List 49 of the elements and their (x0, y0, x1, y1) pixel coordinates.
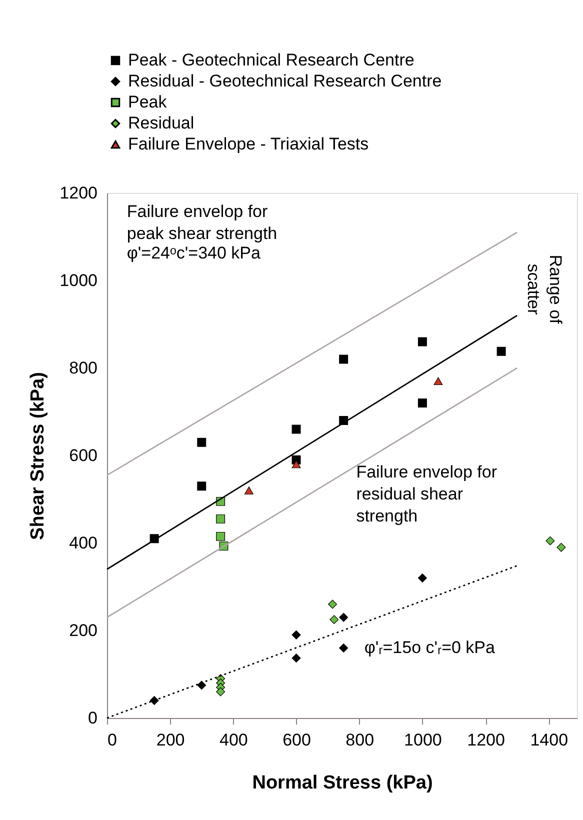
point (292, 630, 301, 640)
annotation: φ'=24ᵒc'=340 kPa (126, 244, 261, 262)
point (496, 346, 506, 356)
x-tick-label: 1400 (530, 730, 568, 750)
point (418, 337, 427, 346)
x-tick-label: 1000 (404, 730, 442, 750)
y-tick-label: 600 (69, 446, 98, 465)
x-tick-label: 1200 (467, 730, 505, 750)
annotation: Failure envelop for residual shear strength (356, 462, 498, 526)
y-tick-label: 200 (69, 621, 98, 640)
point (216, 687, 226, 696)
y-tick-label: 1000 (60, 271, 98, 290)
point (292, 424, 301, 434)
y-tick-label: 1200 (60, 184, 98, 202)
y-tick-label: 800 (69, 358, 98, 378)
point (434, 377, 443, 386)
point (292, 654, 301, 663)
point (418, 574, 427, 582)
point (339, 612, 348, 622)
legend-label: Residual (128, 114, 194, 132)
legend-label: Failure Envelope - Triaxial Tests (128, 134, 369, 154)
x-tick-label: 800 (346, 730, 374, 750)
x-tick-label: 600 (282, 730, 311, 750)
x-tick-label: 0 (108, 730, 117, 750)
point (556, 542, 566, 552)
legend-label: Peak - Geotechnical Research Centre (128, 50, 414, 70)
point (197, 680, 206, 690)
point (244, 486, 254, 494)
y-tick-label: 400 (69, 534, 98, 552)
point (216, 514, 226, 524)
legend-label: Residual - Geotechnical Research Centre (128, 72, 442, 90)
point (197, 482, 206, 491)
legend-label: Peak (128, 92, 168, 112)
x-axis-title: Normal Stress (kPa) (252, 772, 433, 794)
point (197, 438, 206, 447)
point (328, 600, 338, 609)
point (339, 354, 348, 364)
annotation: φ'ᵣ=15o c'ᵣ=0 kPa (364, 638, 496, 658)
point (339, 644, 348, 652)
y-tick-label: 0 (88, 708, 98, 728)
y-axis-title: Shear Stress (kPa) (28, 372, 49, 540)
point (216, 532, 226, 541)
x-tick-label: 200 (156, 730, 185, 750)
point (292, 460, 301, 468)
annotation: Range of scatter (524, 254, 565, 324)
point (330, 615, 339, 624)
point (546, 536, 555, 546)
x-tick-label: 400 (219, 730, 248, 750)
point (418, 398, 427, 408)
